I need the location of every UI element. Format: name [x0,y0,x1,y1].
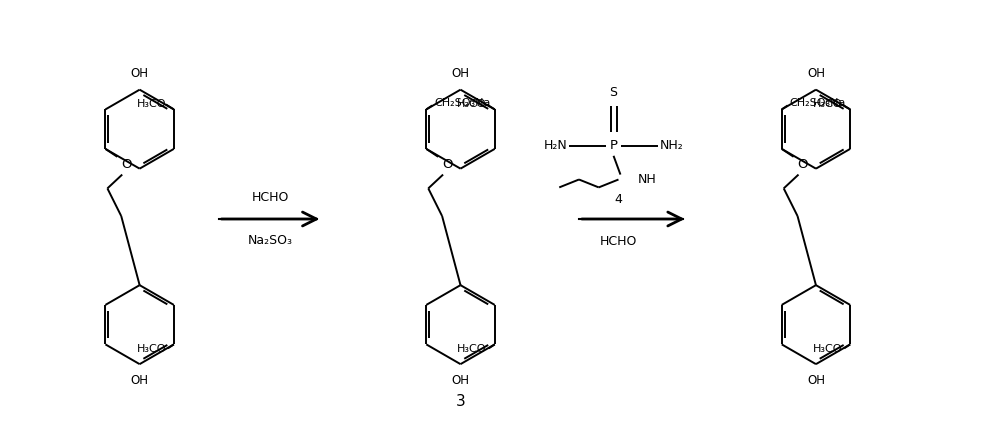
Text: OH: OH [452,67,470,80]
Text: O: O [121,158,131,171]
Text: HCHO: HCHO [252,191,289,204]
Text: H₃CO: H₃CO [813,344,842,354]
Text: H₃CO: H₃CO [457,344,487,354]
Text: H₂N: H₂N [543,139,567,152]
Text: OH: OH [452,374,470,387]
Text: NH₂: NH₂ [660,139,684,152]
Text: 3: 3 [456,394,465,409]
Text: H₃CO: H₃CO [136,344,166,354]
Text: O: O [442,158,452,171]
Text: 4: 4 [615,193,622,206]
Text: CH₂SO₃Na: CH₂SO₃Na [790,99,846,109]
Text: Na₂SO₃: Na₂SO₃ [248,234,293,247]
Text: OH: OH [131,67,149,80]
Text: P: P [610,139,618,152]
Text: H₃CO: H₃CO [813,99,842,110]
Text: OH: OH [807,374,825,387]
Text: O: O [797,158,808,171]
Text: NH: NH [638,173,657,186]
Text: S: S [610,85,618,99]
Text: CH₂SO₃Na: CH₂SO₃Na [434,99,491,109]
Text: H₃CO: H₃CO [136,99,166,110]
Text: OH: OH [807,67,825,80]
Text: H₃CO: H₃CO [457,99,487,110]
Text: OH: OH [131,374,149,387]
Text: HCHO: HCHO [600,235,637,248]
